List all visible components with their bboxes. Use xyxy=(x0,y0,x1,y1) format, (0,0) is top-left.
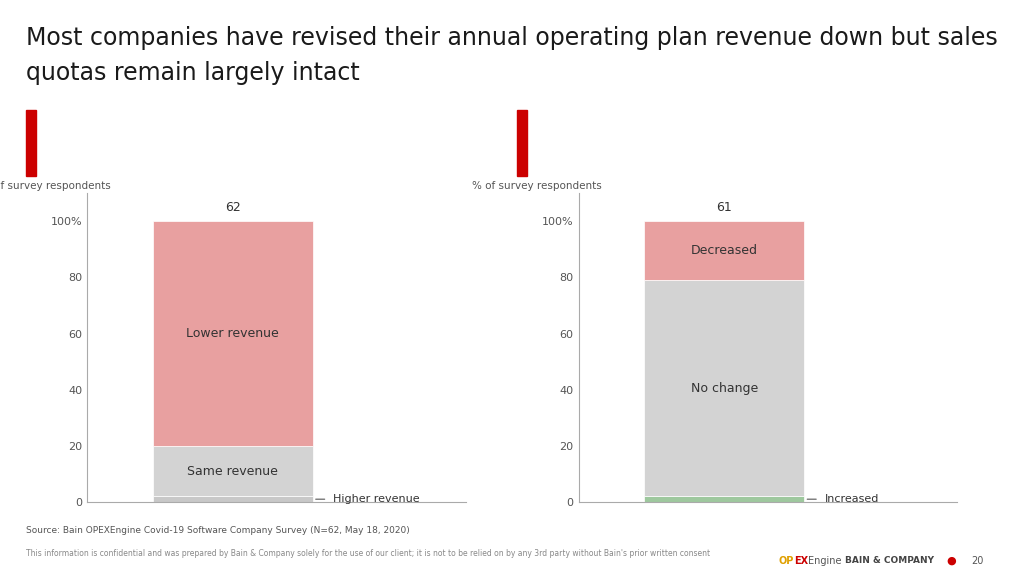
Text: 62: 62 xyxy=(225,201,241,214)
Text: Operating Plan for revenue to change vs. originally approved?: Operating Plan for revenue to change vs.… xyxy=(43,151,458,164)
Bar xyxy=(644,496,805,502)
Text: This information is confidential and was prepared by Bain & Company solely for t: This information is confidential and was… xyxy=(26,549,710,559)
Text: Increased: Increased xyxy=(824,494,880,504)
Bar xyxy=(644,222,805,280)
Text: Has your company changed FY 2020 sales quotas?: Has your company changed FY 2020 sales q… xyxy=(534,136,868,149)
Text: Source: Bain OPEXEngine Covid-19 Software Company Survey (N=62, May 18, 2020): Source: Bain OPEXEngine Covid-19 Softwar… xyxy=(26,526,410,535)
Text: Decreased: Decreased xyxy=(691,244,758,257)
Text: No change: No change xyxy=(690,382,758,395)
Text: At this point, how do you expect that your 2020 Annual: At this point, how do you expect that yo… xyxy=(43,128,412,141)
Bar xyxy=(517,110,526,176)
Text: Most companies have revised their annual operating plan revenue down but sales: Most companies have revised their annual… xyxy=(26,26,997,50)
Text: Lower revenue: Lower revenue xyxy=(186,327,280,340)
Bar xyxy=(26,110,36,176)
Bar xyxy=(644,280,805,496)
Text: Engine: Engine xyxy=(808,556,842,566)
Text: % of survey respondents: % of survey respondents xyxy=(0,181,111,191)
Text: EX: EX xyxy=(795,556,809,566)
Text: BAIN & COMPANY: BAIN & COMPANY xyxy=(845,556,934,565)
Text: quotas remain largely intact: quotas remain largely intact xyxy=(26,61,359,85)
Bar xyxy=(153,446,313,496)
Text: Higher revenue: Higher revenue xyxy=(334,494,420,504)
Text: % of survey respondents: % of survey respondents xyxy=(472,181,602,191)
Text: 61: 61 xyxy=(717,201,732,214)
Bar xyxy=(153,496,313,502)
Bar xyxy=(153,222,313,446)
Text: Same revenue: Same revenue xyxy=(187,464,279,478)
Text: ●: ● xyxy=(946,556,956,566)
Text: OP: OP xyxy=(778,556,794,566)
Text: 20: 20 xyxy=(971,556,983,566)
